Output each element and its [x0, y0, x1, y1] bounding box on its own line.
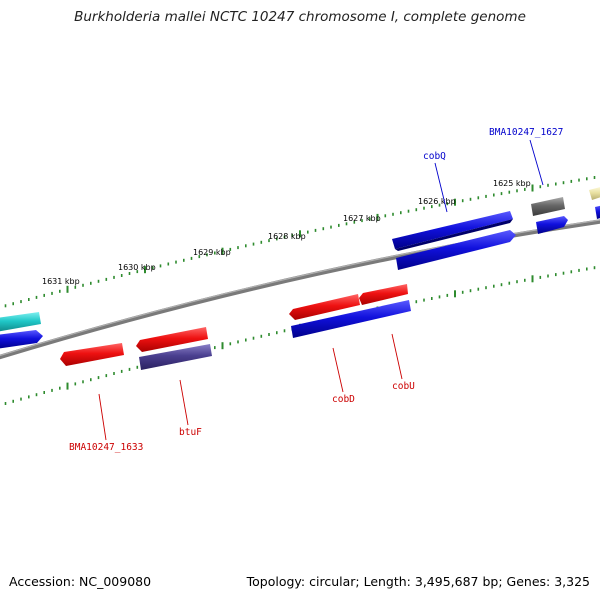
- tick-label: 1628 kbp: [268, 232, 306, 241]
- gene-cobQ[interactable]: [392, 211, 513, 251]
- leader-line: [98, 393, 107, 441]
- tick-label: 1626 kbp: [418, 197, 456, 206]
- leader-line: [434, 162, 448, 213]
- outer-tick-ring: [4, 176, 596, 308]
- gene-btuF-purple[interactable]: [139, 344, 212, 370]
- gene-label-cobQ: cobQ: [423, 151, 446, 162]
- gene-label-BMA10247_1633: BMA10247_1633: [69, 442, 143, 453]
- map-title: Burkholderia mallei NCTC 10247 chromosom…: [74, 9, 526, 25]
- leader-line: [332, 347, 344, 393]
- gene-blue-left[interactable]: [0, 330, 43, 349]
- gene-label-BMA10247_1627: BMA10247_1627: [489, 127, 563, 138]
- gene-khaki[interactable]: [589, 186, 600, 200]
- gene-label-btuF: btuF: [179, 427, 202, 438]
- backbone-arc-highlight: [0, 219, 600, 357]
- gene-blue-edge[interactable]: [595, 205, 600, 219]
- gene-cyan-edge[interactable]: [0, 312, 41, 332]
- gene-cobD[interactable]: [289, 294, 360, 320]
- gene-BMA10247_1633[interactable]: [60, 343, 124, 366]
- leader-line: [391, 333, 403, 380]
- gene-cobQ-lower[interactable]: [396, 230, 516, 270]
- gene-cobU[interactable]: [359, 284, 408, 305]
- backbone-arc: [0, 219, 600, 360]
- tick-label: 1629 kbp: [193, 248, 231, 257]
- accession-text: Accession: NC_009080: [9, 574, 152, 589]
- tick-label: 1625 kbp: [493, 179, 531, 188]
- gene-blue-small[interactable]: [536, 216, 568, 234]
- tick-label: 1627 kbp: [343, 214, 381, 223]
- gene-btuF[interactable]: [136, 327, 208, 352]
- gene-BMA10247_1627[interactable]: [531, 197, 565, 216]
- leader-line: [529, 139, 544, 186]
- genome-summary-text: Topology: circular; Length: 3,495,687 bp…: [246, 574, 590, 589]
- tick-label: 1630 kbp: [118, 263, 156, 272]
- gene-label-cobD: cobD: [332, 394, 355, 405]
- gene-label-cobU: cobU: [392, 381, 415, 392]
- gene-blue-mid[interactable]: [291, 300, 411, 338]
- leader-line: [179, 379, 189, 426]
- tick-label: 1631 kbp: [42, 277, 80, 286]
